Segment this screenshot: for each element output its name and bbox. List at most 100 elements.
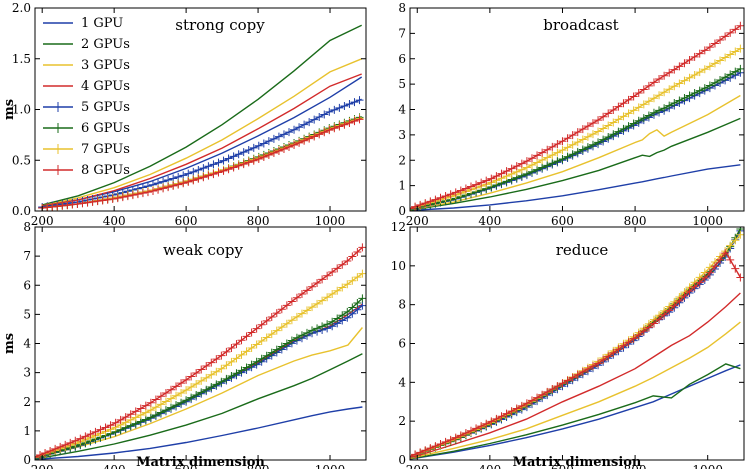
data-point	[446, 190, 455, 199]
data-point	[466, 182, 475, 191]
data-point	[690, 89, 699, 98]
data-point	[726, 50, 735, 59]
data-point	[199, 173, 208, 182]
data-point	[111, 418, 120, 427]
axes-frame	[34, 226, 367, 461]
data-point	[348, 276, 357, 285]
panel-title: reduce	[556, 241, 609, 259]
data-point	[267, 312, 276, 321]
data-point	[227, 372, 236, 381]
data-point	[66, 438, 75, 447]
data-point	[680, 76, 689, 85]
data-point	[214, 168, 223, 177]
data-point	[639, 85, 648, 94]
data-point	[164, 183, 173, 192]
data-point	[323, 293, 332, 302]
data-point	[736, 273, 744, 282]
y-tick-label: 12	[391, 220, 406, 234]
data-point	[736, 44, 744, 53]
data-point	[553, 157, 562, 166]
legend-label: 4 GPUs	[81, 79, 130, 94]
legend-item: 6 GPUs	[43, 121, 130, 136]
data-point	[335, 103, 344, 112]
y-tick-label: 4	[23, 337, 31, 351]
data-point	[272, 309, 281, 318]
series-line-1	[35, 406, 363, 460]
data-point	[649, 94, 658, 103]
data-point	[219, 166, 228, 175]
data-point	[710, 39, 719, 48]
data-point	[189, 176, 198, 185]
x-tick-label: 800	[247, 463, 270, 469]
data-point	[716, 255, 725, 264]
data-point	[219, 156, 228, 165]
data-point	[492, 414, 501, 423]
data-point	[244, 158, 253, 167]
data-point	[308, 326, 317, 335]
data-point	[138, 189, 147, 198]
data-point	[431, 442, 440, 451]
data-point	[353, 273, 362, 282]
data-point	[492, 172, 501, 181]
data-point	[252, 324, 261, 333]
data-point	[151, 403, 160, 412]
data-point	[232, 369, 241, 378]
data-point	[151, 395, 160, 404]
y-tick-label: 1.0	[12, 103, 31, 117]
y-tick-label: 6	[398, 52, 406, 66]
data-point	[313, 299, 322, 308]
y-tick-label: 10	[391, 259, 406, 273]
x-tick-label: 600	[551, 214, 574, 228]
data-point	[604, 109, 613, 118]
panel-broadcast: 200 400 600 800 1000 0 1 2 3 4 5 6 7 8 broadcast	[398, 1, 745, 228]
data-point	[212, 367, 221, 376]
data-point	[690, 70, 699, 79]
data-point	[98, 196, 107, 205]
data-point	[599, 135, 608, 144]
data-point	[583, 365, 592, 374]
data-point	[533, 158, 542, 167]
data-point	[573, 370, 582, 379]
data-point	[156, 392, 165, 401]
legend-label: 2 GPUs	[81, 37, 130, 52]
data-point	[345, 100, 354, 109]
data-point	[685, 287, 694, 296]
data-point	[680, 59, 689, 68]
data-point	[232, 354, 241, 363]
data-point	[609, 118, 618, 127]
data-point	[680, 94, 689, 103]
y-tick-label: 1	[398, 179, 406, 193]
data-point	[578, 125, 587, 134]
x-tick-label: 200	[406, 463, 429, 469]
data-point	[609, 348, 618, 357]
data-point	[224, 165, 233, 174]
data-point	[320, 110, 329, 119]
data-point	[279, 130, 288, 139]
data-point	[726, 241, 735, 250]
y-tick-label: 5	[23, 307, 31, 321]
y-tick-label: 6	[398, 337, 406, 351]
series-line-1	[410, 364, 741, 460]
data-point	[451, 433, 460, 442]
data-point	[348, 303, 357, 312]
plot-area	[410, 21, 744, 211]
data-point	[315, 113, 324, 122]
data-point	[237, 366, 246, 375]
data-point	[675, 62, 684, 71]
data-point	[629, 92, 638, 101]
data-point	[477, 178, 486, 187]
series-line-8	[35, 246, 363, 458]
data-point	[583, 122, 592, 131]
data-point	[103, 195, 112, 204]
data-point	[277, 323, 286, 332]
data-point	[705, 81, 714, 90]
data-point	[543, 153, 552, 162]
data-point	[665, 85, 674, 94]
data-point	[272, 326, 281, 335]
data-point	[583, 143, 592, 152]
data-point	[126, 410, 135, 419]
data-point	[426, 444, 435, 453]
data-point	[204, 162, 213, 171]
y-tick-label: 0.5	[12, 153, 31, 167]
